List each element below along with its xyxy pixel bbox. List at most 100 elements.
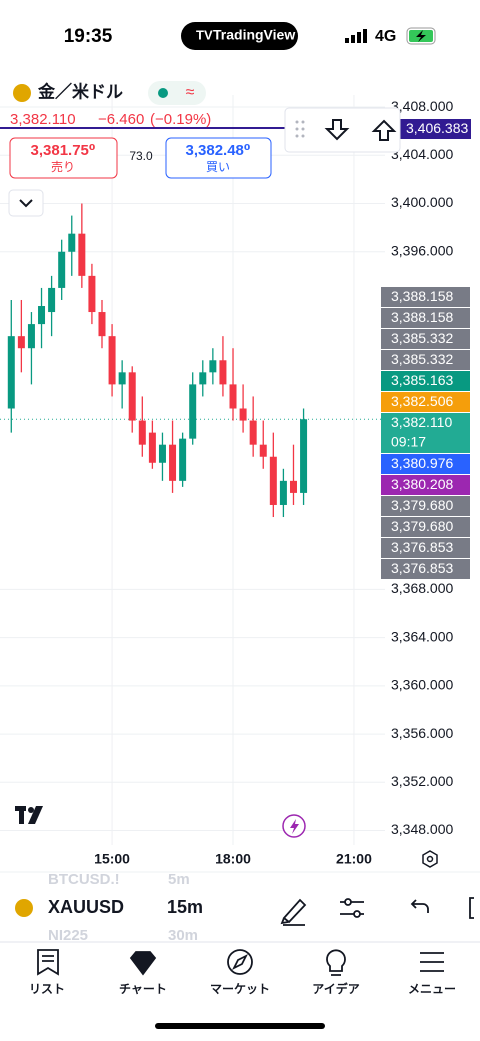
buy-label: 買い (206, 160, 230, 174)
sell-button[interactable] (9, 137, 118, 179)
candle-body (88, 275, 96, 313)
battery (406, 27, 436, 45)
candle-body (269, 456, 277, 505)
candle-body (249, 420, 257, 445)
y-tick-label: 3,360.000 (391, 677, 453, 693)
price-label-bg (381, 350, 470, 370)
candle-body (148, 432, 156, 463)
tv-icon: TV (196, 27, 213, 42)
market-open-dot (158, 88, 168, 98)
sell-price: 3,381.75⁰ (31, 142, 96, 159)
candle-body (189, 384, 197, 439)
price-label-bg (381, 308, 470, 328)
price-label: 3,379.680 (391, 497, 453, 513)
delay-icon: ≈ (186, 84, 195, 101)
candle-body (17, 336, 25, 349)
app-pill (181, 22, 298, 50)
price-label: 3,376.853 (391, 560, 453, 576)
candle-body (138, 420, 146, 445)
price-label: 3,385.332 (391, 330, 453, 346)
sell-label: 売り (51, 159, 75, 174)
price-label: 3,376.853 (391, 539, 453, 555)
top-price-label-bg (393, 119, 471, 139)
price-label-time: 09:17 (391, 434, 426, 450)
price-label: 3,382.506 (391, 393, 453, 409)
price-label-bg (381, 517, 470, 537)
app-name: TradingView (213, 27, 295, 43)
nav-icons (37, 949, 444, 976)
y-tick-label: 3,348.000 (391, 821, 453, 837)
symbol-name: 金／米ドル (37, 81, 123, 101)
network: 4G (375, 28, 396, 45)
interval[interactable]: 15m (167, 897, 203, 917)
x-tick-label: 15:00 (94, 851, 130, 867)
candle-body (179, 438, 187, 481)
candle-body (289, 480, 297, 493)
candle-body (199, 372, 207, 385)
candle-body (158, 444, 166, 463)
candle-body (108, 336, 116, 385)
nav-label[interactable]: リスト (29, 982, 65, 996)
buy-button[interactable] (165, 137, 272, 179)
price-label: 3,380.976 (391, 455, 453, 471)
nav-label[interactable]: チャート (119, 982, 167, 996)
price-label-bg (381, 329, 470, 349)
ghost-interval: 30m (168, 927, 198, 944)
y-tick-label: 3,400.000 (391, 194, 453, 210)
collapse-button[interactable] (8, 189, 44, 217)
lightning (290, 819, 299, 834)
candle-body (68, 233, 76, 252)
nav-label[interactable]: マーケット (210, 982, 270, 996)
sell-arrow[interactable] (324, 119, 350, 141)
price-label-bg (381, 371, 470, 391)
candle-body (98, 312, 106, 337)
more-icon[interactable] (469, 897, 474, 919)
indicator-icon[interactable] (340, 898, 364, 918)
floating-toolbar (284, 107, 401, 153)
charging (416, 30, 426, 42)
symbol-icon (15, 899, 33, 917)
y-tick-label: 3,408.000 (391, 98, 453, 114)
price-label: 3,388.158 (391, 288, 453, 304)
tv-logo (15, 806, 43, 824)
settings-hex[interactable] (422, 850, 438, 868)
candle-body (239, 408, 247, 421)
candle-body (219, 360, 227, 385)
candle-body (279, 480, 287, 505)
nav-label[interactable]: アイデア (312, 981, 359, 996)
price-label: 3,382.110 (391, 414, 452, 430)
status-pill (148, 81, 206, 105)
price-label-bg (381, 538, 470, 558)
candle-body (259, 444, 267, 457)
candle-body (229, 384, 237, 409)
candle-body (78, 233, 86, 276)
signal (345, 29, 367, 43)
y-tick-label: 3,356.000 (391, 725, 453, 741)
y-tick-label: 3,364.000 (391, 628, 453, 644)
y-tick-label: 3,368.000 (391, 580, 453, 596)
y-tick-label: 3,404.000 (391, 146, 453, 162)
price-label-bg (381, 559, 470, 579)
nav-label[interactable]: メニュー (408, 982, 456, 996)
top-price-label: 3,406.383 (406, 120, 468, 136)
change-percent: (−0.19%) (150, 111, 211, 128)
symbol[interactable]: XAUUSD (48, 897, 124, 917)
candle-body (118, 372, 126, 385)
candle-body (48, 287, 56, 313)
symbol-icon (13, 84, 31, 102)
price-label-bg (381, 475, 470, 495)
home-indicator (155, 1023, 325, 1029)
undo-icon[interactable] (410, 899, 429, 913)
spread: 73.0 (129, 149, 153, 163)
x-tick-label: 18:00 (215, 851, 251, 867)
chart-area: 3,408.000 3,404.000 3,400.000 3,396.000 3,36… (0, 95, 471, 867)
y-tick-label: 3,396.000 (391, 242, 453, 258)
status-time: 19:35 (64, 26, 113, 47)
draw-icon[interactable] (280, 898, 307, 926)
price-label: 3,385.163 (391, 372, 453, 388)
candle-body (27, 324, 35, 349)
ghost-symbol: BTCUSD.! (48, 871, 120, 888)
settings-dot (426, 855, 434, 863)
buy-arrow[interactable] (371, 119, 397, 141)
price-label-bg (381, 392, 470, 412)
